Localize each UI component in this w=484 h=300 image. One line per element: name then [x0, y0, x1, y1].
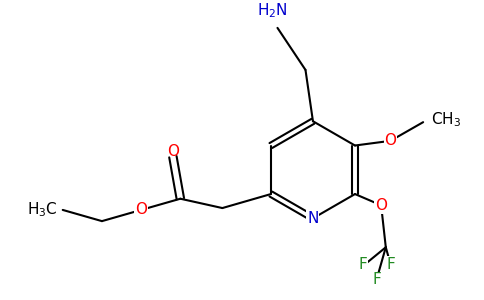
Text: O: O [135, 202, 147, 217]
Text: F: F [372, 272, 381, 287]
Text: F: F [386, 256, 395, 272]
Text: F: F [358, 256, 367, 272]
Text: O: O [375, 198, 387, 213]
Text: H$_3$C: H$_3$C [28, 201, 58, 219]
Text: O: O [384, 133, 396, 148]
Text: CH$_3$: CH$_3$ [431, 110, 461, 129]
Text: H$_2$N: H$_2$N [257, 2, 288, 20]
Text: O: O [167, 144, 179, 159]
Text: N: N [307, 211, 318, 226]
